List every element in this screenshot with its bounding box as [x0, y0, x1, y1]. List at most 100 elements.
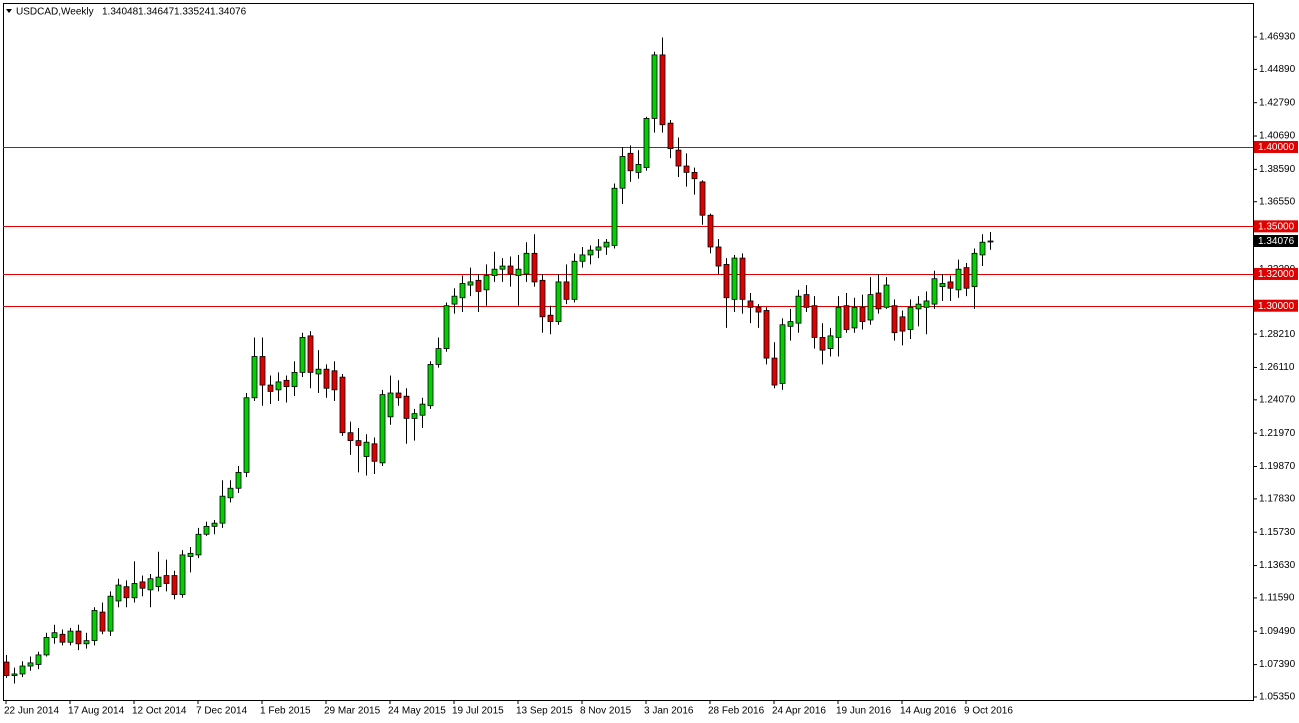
candle-body: [547, 314, 554, 322]
candle-body: [51, 632, 58, 638]
candle-body: [955, 268, 962, 291]
candle-body: [235, 471, 242, 489]
candle-body: [715, 246, 722, 267]
candle-body: [851, 306, 858, 329]
candle-body: [667, 122, 674, 149]
candle-body: [843, 305, 850, 330]
candle-body: [323, 368, 330, 389]
candle-body: [611, 187, 618, 246]
candle-body: [363, 441, 370, 457]
candle-body: [427, 364, 434, 407]
candle-body: [99, 611, 106, 632]
candle-body: [931, 278, 938, 305]
candle-body: [635, 164, 642, 173]
candle-body: [971, 252, 978, 288]
candle-body: [811, 305, 818, 338]
candle-body: [371, 443, 378, 462]
level-label: 1.40000: [1258, 142, 1295, 153]
candle-body: [787, 321, 794, 327]
candle-body: [827, 335, 834, 349]
candle-body: [875, 292, 882, 310]
level-label: 1.30000: [1258, 301, 1295, 312]
candle-body: [563, 281, 570, 300]
candle-body: [819, 337, 826, 351]
candle-body: [395, 392, 402, 399]
y-tick-label: 1.07390: [1259, 659, 1296, 670]
plot-frame: [3, 3, 1254, 701]
x-tick-label: 8 Nov 2015: [580, 706, 632, 717]
candle-body: [579, 254, 586, 262]
candle-body: [659, 54, 666, 126]
candle-body: [683, 165, 690, 173]
candle-body: [691, 171, 698, 180]
level-label: 1.32000: [1258, 269, 1295, 280]
candle-body: [507, 265, 514, 275]
candle-body: [763, 310, 770, 359]
candle-body: [387, 392, 394, 418]
y-tick-label: 1.09490: [1259, 626, 1296, 637]
y-tick-label: 1.38590: [1259, 164, 1296, 175]
candle-body: [27, 662, 34, 667]
x-tick-label: 19 Jul 2015: [452, 706, 504, 717]
candle-body: [451, 295, 458, 305]
candle-body: [419, 403, 426, 416]
header-close: 1.34076: [210, 7, 247, 18]
candle-body: [299, 337, 306, 373]
menu-arrow[interactable]: [6, 9, 12, 13]
candle-body: [731, 257, 738, 300]
candle-body: [835, 306, 842, 338]
candle-body: [923, 300, 930, 308]
candle-body: [467, 281, 474, 286]
candle-body: [483, 275, 490, 291]
x-tick-label: 17 Aug 2014: [68, 706, 125, 717]
x-tick-label: 22 Jun 2014: [4, 706, 59, 717]
header-low: 1.33524: [174, 7, 211, 18]
candle-body: [947, 281, 954, 289]
candle-body: [195, 533, 202, 556]
candle-body: [67, 630, 74, 643]
y-tick-label: 1.15730: [1259, 527, 1296, 538]
x-tick-label: 28 Feb 2016: [708, 706, 765, 717]
candle-body: [443, 305, 450, 349]
y-tick-label: 1.40690: [1259, 131, 1296, 142]
x-tick-label: 19 Jun 2016: [836, 706, 891, 717]
candle-body: [515, 268, 522, 276]
candle-body: [867, 294, 874, 321]
y-tick-label: 1.28210: [1259, 329, 1296, 340]
candle-body: [83, 640, 90, 645]
candle-body: [499, 265, 506, 270]
candle-body: [91, 610, 98, 642]
candle-body: [107, 595, 114, 632]
candle-body: [435, 348, 442, 365]
candle-body: [587, 249, 594, 256]
candle-body: [859, 306, 866, 322]
candle-body: [651, 54, 658, 119]
x-tick-label: 3 Jan 2016: [644, 706, 694, 717]
candle-body: [899, 316, 906, 332]
candle-body: [723, 264, 730, 299]
y-tick-label: 1.21970: [1259, 428, 1296, 439]
candle-body: [523, 252, 530, 275]
candle-body: [571, 260, 578, 300]
candle-body: [907, 306, 914, 330]
y-tick-label: 1.19870: [1259, 461, 1296, 472]
candle-body: [891, 305, 898, 334]
candle-body: [219, 495, 226, 524]
candle-body: [987, 240, 994, 243]
candle-body: [539, 279, 546, 318]
y-tick-label: 1.05350: [1259, 692, 1296, 703]
level-label-box: [1254, 267, 1298, 280]
candle-body: [619, 156, 626, 189]
y-tick-label: 1.11590: [1259, 593, 1295, 604]
candle-body: [211, 522, 218, 527]
level-label-box: [1254, 140, 1298, 153]
candle-body: [315, 368, 322, 375]
candle-body: [291, 371, 298, 388]
y-tick-label: 1.44890: [1259, 64, 1296, 75]
candle-body: [227, 487, 234, 499]
y-tick-label: 1.24070: [1259, 394, 1296, 405]
candle-body: [803, 294, 810, 308]
candle-body: [243, 397, 250, 473]
